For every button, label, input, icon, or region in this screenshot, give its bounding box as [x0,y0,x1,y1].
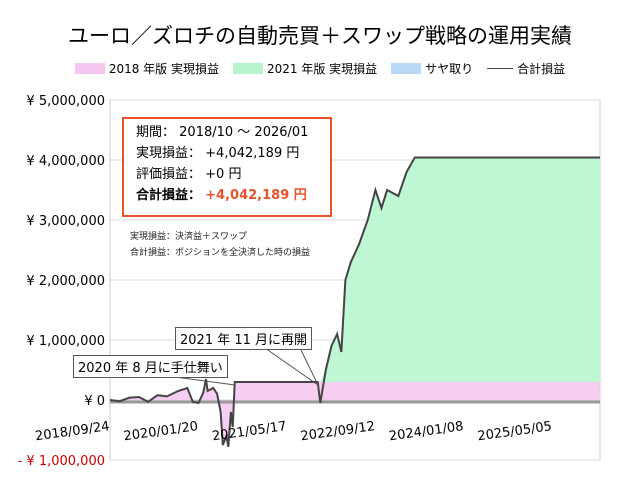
y-tick-label: ¥ 0 [84,394,105,409]
legend-line [487,68,514,69]
legend-label: サヤ取り [425,62,474,76]
value: 2018/10 ～ 2026/01 [179,125,309,140]
realized-row: 実現損益： +4,042,189 円 [136,143,330,164]
value: +4,042,189 円 [205,188,307,203]
total-line [109,156,600,447]
label: 評価損益： [136,167,202,182]
note: 合計損益：ポジションを全決済した時の損益 [130,248,311,258]
chart-title: ユーロ／ズロチの自動売買＋スワップ戦略の運用実績 [68,24,572,48]
legend-swatch [391,63,422,74]
legend-swatch [232,63,263,74]
legend-label: 2018 年版 実現損益 [108,62,219,76]
y-tick-label: - ¥ 1,000,000 [18,454,105,469]
legend-swatch [74,63,105,74]
legend-saya: サヤ取り [391,60,473,77]
label: 合計損益： [136,188,202,203]
y-tick-label: ¥ 5,000,000 [26,94,105,109]
legend-2018: 2018 年版 実現損益 [74,60,219,77]
callout-pointer [264,347,320,387]
y-tick-label: ¥ 4,000,000 [26,154,105,169]
label: 期間： [136,125,176,140]
area-2021 [317,157,600,382]
callout-restart: 2021 年 11 月に再開 [175,327,313,350]
legend-2021: 2021 年版 実現損益 [232,60,378,77]
value: +0 円 [205,167,242,182]
area-2018 [110,379,600,447]
callout-stop: 2020 年 8 月に手仕舞い [73,355,228,378]
note: 実現損益：決済益＋スワップ [130,232,248,242]
x-tick-label: 2018/09/24 [34,419,110,444]
legend-label: 2021 年版 実現損益 [266,62,378,76]
legend: 2018 年版 実現損益 2021 年版 実現損益 サヤ取り 合計損益 [0,60,640,77]
legend-label: 合計損益 [517,62,566,76]
legend-total: 合計損益 [487,60,565,77]
notes: 実現損益：決済益＋スワップ 合計損益：ポジションを全決済した時の損益 [130,229,310,261]
y-tick-label: ¥ 2,000,000 [26,274,105,289]
unrealized-row: 評価損益： +0 円 [136,164,330,185]
period-row: 期間： 2018/10 ～ 2026/01 [136,122,330,143]
summary-box: 期間： 2018/10 ～ 2026/01 実現損益： +4,042,189 円… [122,117,332,217]
total-row: 合計損益： +4,042,189 円 [136,185,330,206]
label: 実現損益： [136,146,202,161]
y-tick-label: ¥ 1,000,000 [26,334,105,349]
y-tick-label: ¥ 3,000,000 [26,214,105,229]
callout-pointer [174,376,236,386]
value: +4,042,189 円 [205,146,300,161]
